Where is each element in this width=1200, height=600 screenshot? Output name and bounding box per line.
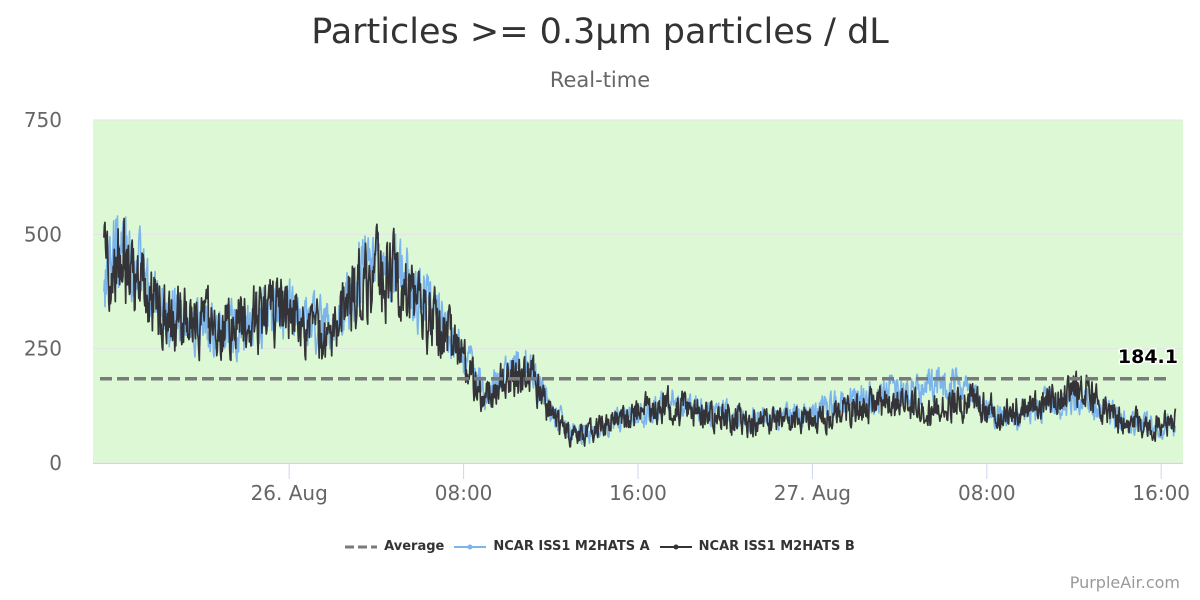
series-line-b xyxy=(103,217,1177,448)
legend-series-b-label: NCAR ISS1 M2HATS B xyxy=(698,539,855,554)
x-tick-label-3: 27. Aug xyxy=(774,481,851,505)
y-tick-label-750: 750 xyxy=(24,108,62,132)
legend-item-series-a[interactable]: NCAR ISS1 M2HATS A xyxy=(454,539,650,554)
legend-average-swatch-icon xyxy=(345,545,378,548)
chart-legend: Average NCAR ISS1 M2HATS A NCAR ISS1 M2H… xyxy=(0,539,1200,554)
legend-series-a-swatch-icon xyxy=(454,544,487,549)
x-tick-label-5: 16:00 xyxy=(1132,481,1190,505)
legend-item-average[interactable]: Average xyxy=(345,539,444,554)
x-tick-label-0: 26. Aug xyxy=(251,481,328,505)
credit-link[interactable]: PurpleAir.com xyxy=(1069,573,1180,592)
x-tick-label-4: 08:00 xyxy=(958,481,1016,505)
y-tick-label-250: 250 xyxy=(24,337,62,361)
y-tick-label-0: 0 xyxy=(49,451,62,475)
legend-average-label: Average xyxy=(384,539,445,554)
chart-subtitle: Real-time xyxy=(549,68,651,92)
chart-title: Particles >= 0.3μm particles / dL xyxy=(311,12,889,52)
average-value-label: 184.1 xyxy=(1118,346,1178,368)
legend-series-b-swatch-icon xyxy=(659,544,692,549)
x-tick-label-1: 08:00 xyxy=(435,481,493,505)
x-tick-label-2: 16:00 xyxy=(609,481,667,505)
legend-series-a-label: NCAR ISS1 M2HATS A xyxy=(493,539,650,554)
legend-item-series-b[interactable]: NCAR ISS1 M2HATS B xyxy=(659,539,855,554)
y-tick-label-500: 500 xyxy=(24,222,62,246)
